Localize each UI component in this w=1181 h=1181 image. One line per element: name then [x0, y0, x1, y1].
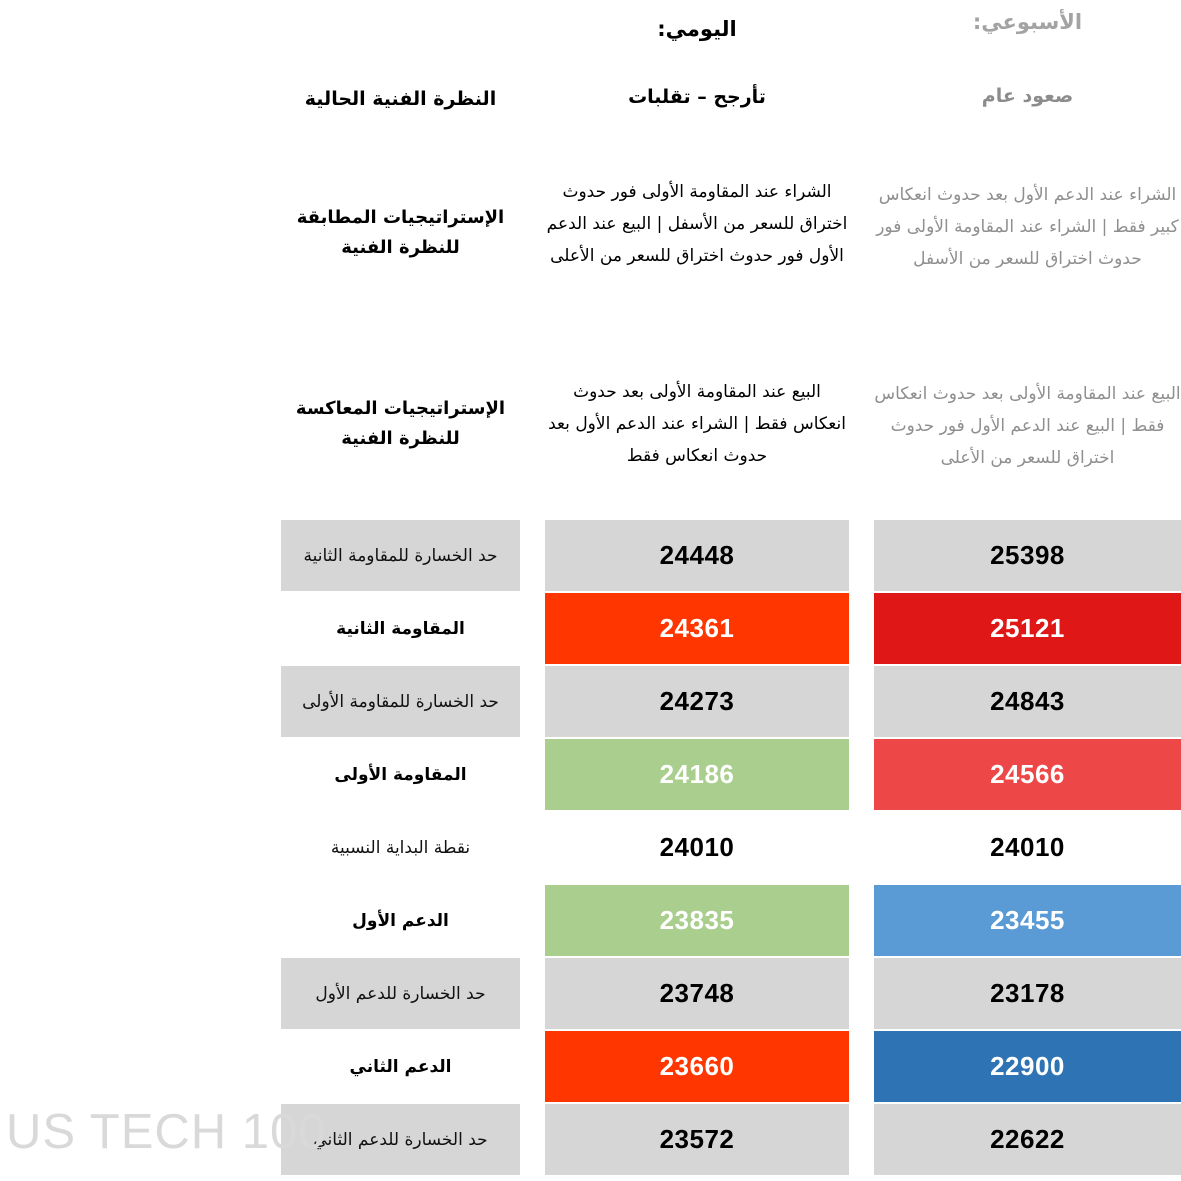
weekly-level-value: 24843: [874, 666, 1181, 737]
daily-level-value: 23660: [545, 1031, 849, 1102]
daily-level-value: 24273: [545, 666, 849, 737]
weekly-level-value: 23178: [874, 958, 1181, 1029]
weekly-level-value: 22900: [874, 1031, 1181, 1102]
weekly-matching-strategy-text: الشراء عند الدعم الأول بعد حدوث انعكاس ك…: [876, 185, 1179, 269]
daily-level-value: 23748: [545, 958, 849, 1029]
weekly-level-value: 24566: [874, 739, 1181, 810]
matching-strategies-row-label: الإستراتيجيات المطابقة للنظرة الفنية: [296, 207, 505, 258]
table-row: المقاومة الثانية 24361 25121: [0, 593, 1181, 664]
opposing-strategies-row-label: الإستراتيجيات المعاكسة للنظرة الفنية: [295, 398, 506, 449]
instrument-watermark: US TECH 100: [6, 1105, 327, 1159]
weekly-outlook-value: صعود عام: [981, 85, 1074, 107]
level-label: المقاومة الأولى: [281, 739, 520, 810]
daily-opposing-strategy-text: البيع عند المقاومة الأولى بعد حدوث انعكا…: [548, 382, 846, 466]
weekly-opposing-strategy-text: البيع عند المقاومة الأولى بعد حدوث انعكا…: [874, 384, 1181, 468]
daily-outlook-value: تأرجح – تقلبات: [628, 86, 766, 108]
level-label: الدعم الثاني: [281, 1031, 520, 1102]
weekly-level-value: 24010: [874, 812, 1181, 883]
table-row: الدعم الثاني 23660 22900: [0, 1031, 1181, 1102]
daily-matching-strategy-text: الشراء عند المقاومة الأولى فور حدوث اختر…: [546, 182, 848, 266]
outlook-row-label: النظرة الفنية الحالية: [304, 88, 497, 110]
level-label: الدعم الأول: [281, 885, 520, 956]
table-row: نقطة البداية النسبية 24010 24010: [0, 812, 1181, 883]
level-label: حد الخسارة للدعم الثاني: [281, 1104, 520, 1175]
table-row: حد الخسارة للدعم الثاني 23572 22622: [0, 1104, 1181, 1175]
weekly-level-value: 25121: [874, 593, 1181, 664]
weekly-level-value: 23455: [874, 885, 1181, 956]
level-label: حد الخسارة للمقاومة الثانية: [281, 520, 520, 591]
table-row: حد الخسارة للمقاومة الثانية 24448 25398: [0, 520, 1181, 591]
daily-level-value: 24361: [545, 593, 849, 664]
daily-level-value: 23572: [545, 1104, 849, 1175]
daily-level-value: 23835: [545, 885, 849, 956]
table-row: حد الخسارة للمقاومة الأولى 24273 24843: [0, 666, 1181, 737]
weekly-level-value: 25398: [874, 520, 1181, 591]
table-row: الدعم الأول 23835 23455: [0, 885, 1181, 956]
table-row: المقاومة الأولى 24186 24566: [0, 739, 1181, 810]
daily-level-value: 24186: [545, 739, 849, 810]
weekly-level-value: 22622: [874, 1104, 1181, 1175]
daily-level-value: 24448: [545, 520, 849, 591]
level-label: حد الخسارة للمقاومة الأولى: [281, 666, 520, 737]
daily-level-value: 24010: [545, 812, 849, 883]
daily-column-header: اليومي:: [657, 17, 737, 41]
level-label: حد الخسارة للدعم الأول: [281, 958, 520, 1029]
level-label: نقطة البداية النسبية: [281, 812, 520, 883]
weekly-column-header: الأسبوعي:: [972, 10, 1083, 34]
level-label: المقاومة الثانية: [281, 593, 520, 664]
table-row: حد الخسارة للدعم الأول 23748 23178: [0, 958, 1181, 1029]
